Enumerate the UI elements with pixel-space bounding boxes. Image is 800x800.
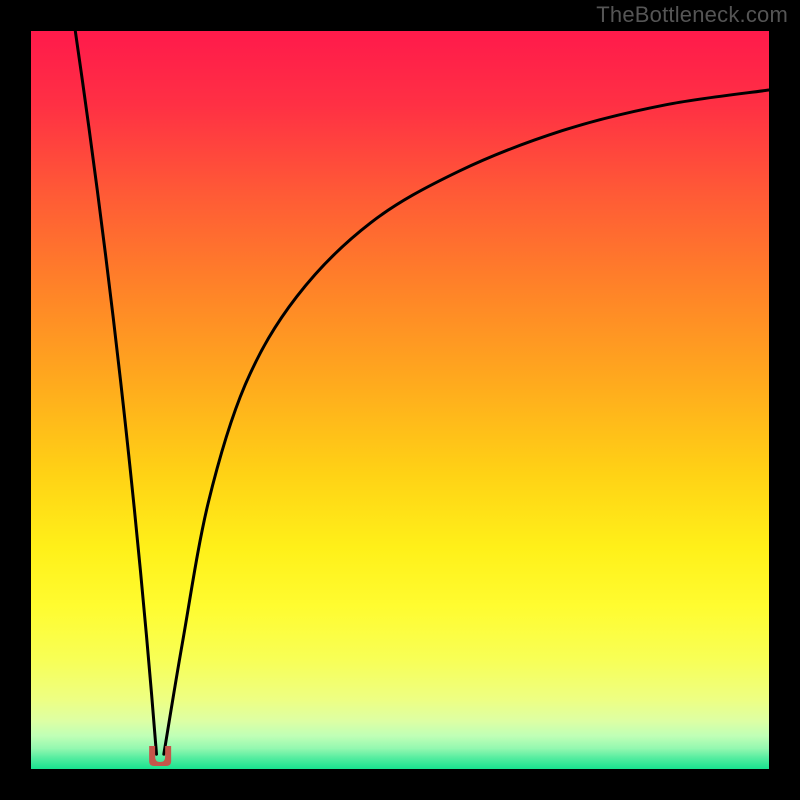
chart-background-gradient xyxy=(31,31,769,769)
watermark-label: TheBottleneck.com xyxy=(596,2,788,28)
bottleneck-chart xyxy=(0,0,800,800)
chart-container: TheBottleneck.com xyxy=(0,0,800,800)
